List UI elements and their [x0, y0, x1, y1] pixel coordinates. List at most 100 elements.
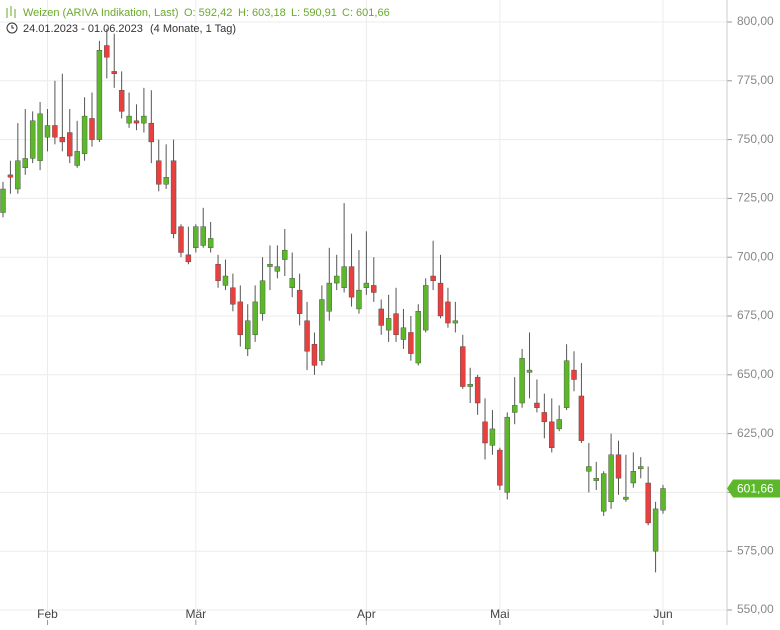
candle-body — [289, 278, 295, 288]
candle-body — [615, 454, 622, 479]
candle-body — [608, 454, 614, 503]
header: Weizen (ARIVA Indikation, Last) O: 592,4… — [6, 6, 390, 35]
candle-body — [319, 299, 325, 361]
candle-body — [460, 346, 466, 387]
candle-body — [378, 308, 384, 326]
y-tick-label: 775,00 — [737, 73, 774, 87]
candle-body — [474, 376, 481, 404]
candle-body — [445, 301, 451, 324]
y-tick-label: 800,00 — [737, 14, 774, 28]
candle-body — [334, 275, 340, 284]
candle-body — [311, 344, 318, 366]
candle-body — [222, 275, 229, 286]
candle-body — [148, 122, 155, 143]
candle-body — [363, 282, 370, 288]
candle-body — [660, 488, 666, 511]
candle-body — [571, 369, 577, 380]
candle-body — [586, 466, 592, 472]
last-price-label: 601,66 — [737, 482, 774, 496]
candle-body — [133, 120, 140, 124]
candle-body — [81, 115, 88, 154]
date-range: 24.01.2023 - 01.06.2023 — [23, 23, 143, 35]
x-tick-label: Feb — [37, 607, 58, 621]
candle-body — [185, 254, 192, 263]
candle-body — [67, 132, 73, 157]
candle-body — [638, 466, 644, 470]
low: L: 590,91 — [291, 7, 337, 19]
candle-body — [549, 421, 555, 448]
candle-body — [29, 120, 36, 159]
y-tick-label: 625,00 — [737, 426, 774, 440]
candle-body — [259, 280, 266, 314]
candle-body — [534, 402, 540, 408]
candle-body — [578, 395, 585, 441]
grid — [0, 0, 727, 622]
candle-body — [178, 226, 184, 253]
candle-body — [52, 125, 58, 138]
y-tick-label: 675,00 — [737, 308, 774, 322]
candle-body — [296, 289, 303, 314]
candle-body — [393, 313, 399, 336]
candle-body — [200, 226, 206, 246]
candle-body — [504, 416, 510, 493]
candle-body — [341, 266, 347, 288]
candle-body — [645, 482, 651, 524]
x-tick-label: Jun — [653, 607, 672, 621]
candle-body — [385, 318, 392, 331]
candle-body — [630, 471, 637, 484]
y-tick-label: 750,00 — [737, 132, 774, 146]
chart-icon — [6, 6, 16, 18]
x-tick-label: Mai — [490, 607, 509, 621]
candle-body — [118, 90, 125, 112]
open: O: 592,42 — [184, 7, 232, 19]
candle-body — [526, 369, 533, 373]
candle-body — [141, 115, 147, 124]
candle-body — [22, 158, 28, 169]
candle-body — [267, 264, 273, 267]
candle-body — [415, 311, 421, 364]
candle-body — [44, 125, 51, 138]
candle-body — [230, 287, 236, 305]
candle-body — [245, 320, 251, 350]
candle-body — [282, 249, 288, 260]
candle-body — [252, 301, 258, 336]
candle-body — [371, 285, 377, 293]
candle-body — [600, 473, 607, 512]
candle-body — [563, 360, 570, 408]
candle-body — [326, 282, 332, 312]
instrument: Weizen (ARIVA Indikation, Last) — [23, 7, 179, 19]
candle-body — [215, 264, 221, 281]
candle-body — [126, 115, 132, 124]
candle-body — [7, 174, 14, 178]
y-tick-label: 575,00 — [737, 543, 774, 557]
candle-body — [652, 508, 659, 552]
candle-body — [237, 301, 244, 336]
candle-body — [207, 238, 214, 248]
candle-body — [59, 137, 66, 143]
candle-body — [430, 275, 436, 281]
candle-body — [400, 327, 407, 340]
candle-body — [163, 177, 169, 185]
y-tick-label: 725,00 — [737, 191, 774, 205]
candle-body — [0, 188, 6, 213]
candle-body — [89, 118, 95, 140]
candle-body — [356, 289, 362, 310]
candle-body — [422, 285, 429, 331]
x-tick-label: Mär — [185, 607, 206, 621]
close: C: 601,66 — [342, 7, 390, 19]
candle-body — [274, 266, 281, 272]
candle-body — [497, 449, 503, 486]
high: H: 603,18 — [238, 7, 286, 19]
candle-body — [467, 384, 473, 387]
candle-body — [437, 282, 444, 317]
candle-body — [623, 496, 629, 500]
candle-body — [111, 71, 117, 74]
candle-body — [511, 405, 518, 413]
clock-hands — [11, 25, 14, 29]
clock-icon — [6, 22, 18, 34]
candle-body — [482, 421, 488, 444]
duration: (4 Monate, 1 Tag) — [150, 23, 236, 35]
y-tick-label: 650,00 — [737, 367, 774, 381]
candle-body — [541, 412, 548, 423]
